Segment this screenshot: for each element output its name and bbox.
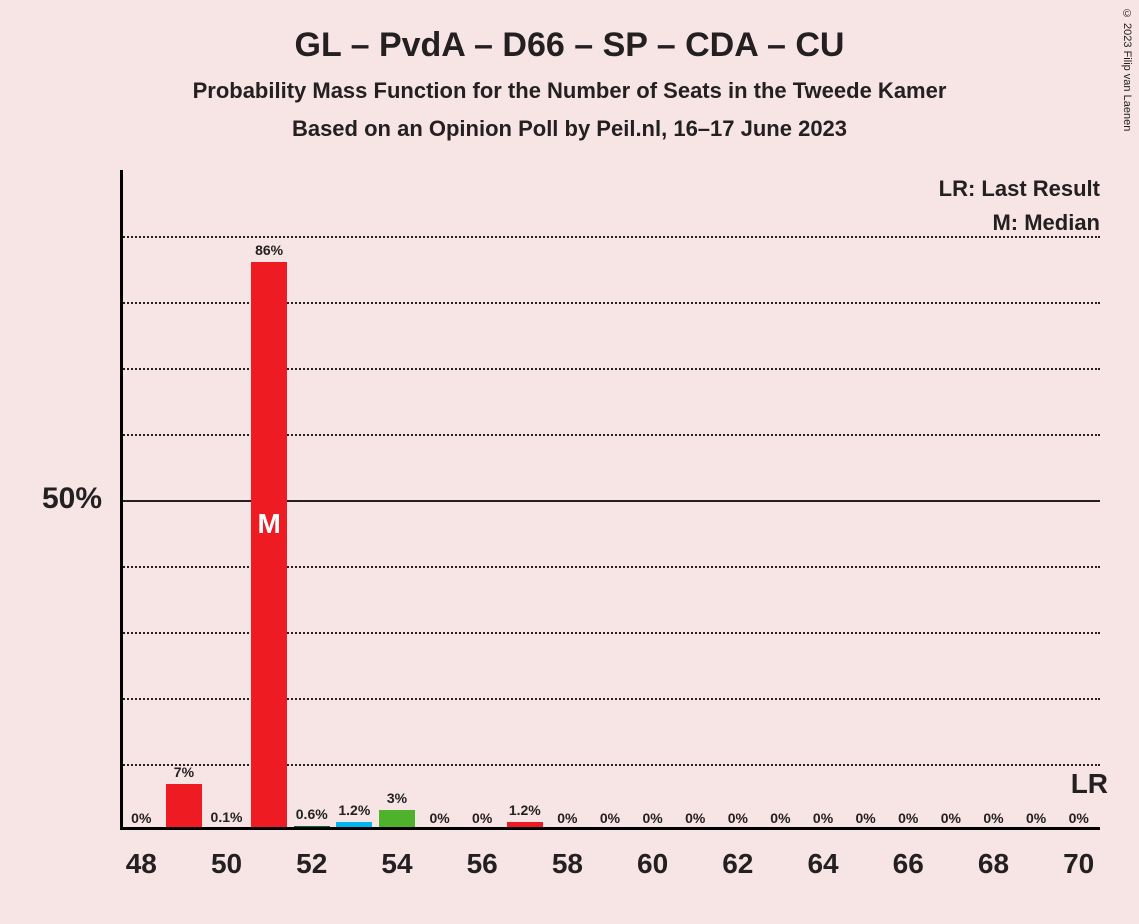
chart-subtitle-2: Based on an Opinion Poll by Peil.nl, 16–… [0,116,1139,142]
bar-value-label: 0% [600,810,620,826]
legend-line-lr: LR: Last Result [939,176,1100,202]
bar-value-label: 1.2% [338,802,370,818]
bar-value-label: 0% [1069,810,1089,826]
bar [166,784,202,830]
bar-value-label: 0% [429,810,449,826]
y-axis [120,170,123,830]
chart-title: GL – PvdA – D66 – SP – CDA – CU [0,26,1139,65]
bar-value-label: 0% [685,810,705,826]
last-result-marker: LR [1071,768,1108,800]
bar-value-label: 0.1% [211,809,243,825]
x-tick-label: 50 [211,848,242,880]
bar-value-label: 0% [131,810,151,826]
bar-value-label: 0% [983,810,1003,826]
x-tick-label: 62 [722,848,753,880]
x-tick-label: 56 [467,848,498,880]
bar-value-label: 0% [898,810,918,826]
legend-line-median: M: Median [939,210,1100,236]
x-tick-label: 58 [552,848,583,880]
bar-value-label: 0% [813,810,833,826]
bar [251,262,287,830]
median-marker: M [257,508,280,540]
x-tick-label: 70 [1063,848,1094,880]
bar-value-label: 0% [770,810,790,826]
copyright-text: © 2023 Filip van Laenen [1121,8,1133,131]
bar-value-label: 0% [472,810,492,826]
x-tick-label: 48 [126,848,157,880]
gridline [120,236,1100,238]
legend: LR: Last Result M: Median [939,176,1100,236]
y-tick-label: 50% [0,482,102,516]
bar-value-label: 1.2% [509,802,541,818]
x-tick-label: 60 [637,848,668,880]
bar-value-label: 0% [1026,810,1046,826]
x-tick-label: 54 [381,848,412,880]
x-axis [120,827,1100,830]
bar-value-label: 0.6% [296,806,328,822]
bar-value-label: 0% [941,810,961,826]
bar-value-label: 0% [642,810,662,826]
bar-value-label: 0% [728,810,748,826]
chart-subtitle-1: Probability Mass Function for the Number… [0,78,1139,104]
x-tick-label: 68 [978,848,1009,880]
bar-value-label: 3% [387,790,407,806]
plot-area: 0% 7% 0.1% 86% M 0.6% 1.2% 3% 0% 0% 1.2% 0% 0% 0% 0% 0%… [120,170,1100,830]
x-tick-label: 64 [807,848,838,880]
x-tick-label: 52 [296,848,327,880]
bar-value-label: 0% [856,810,876,826]
bar-value-label: 0% [557,810,577,826]
bar-value-label: 7% [174,764,194,780]
x-tick-label: 66 [893,848,924,880]
bar-value-label: 86% [255,242,283,258]
